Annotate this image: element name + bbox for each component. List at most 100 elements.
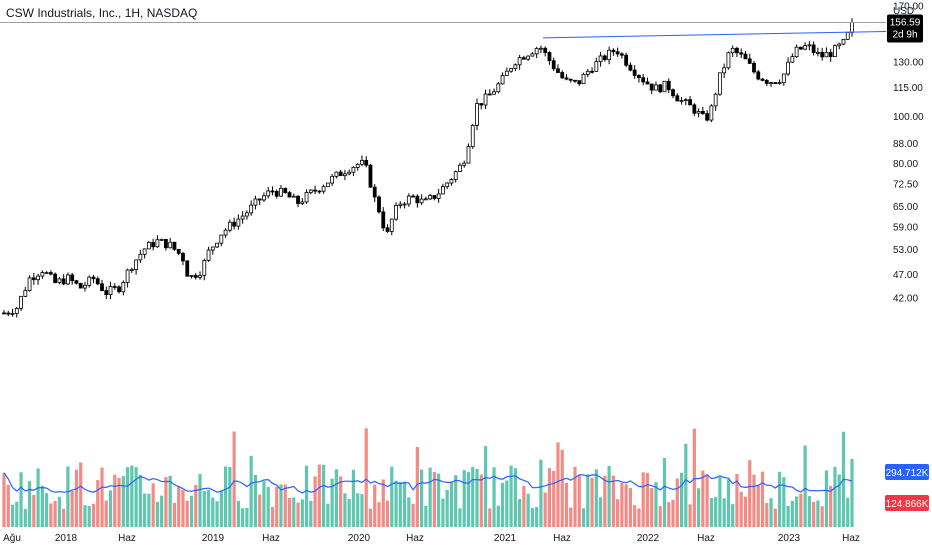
volume-bar [522,486,526,527]
volume-bar [594,469,598,527]
volume-bar [245,507,249,527]
volume-bar [420,469,424,527]
candle-body [683,99,688,102]
volume-bar [458,508,462,527]
candle-body [504,70,509,76]
volume-bar [790,500,794,527]
candle-body [487,93,492,96]
volume-bar [509,465,513,527]
candle-body [198,274,202,278]
volume-bar [598,497,603,527]
candle-body [283,187,288,193]
candle-body [257,198,262,201]
candle-body [78,282,83,289]
candle-body [645,81,650,85]
candle-body [202,260,207,276]
volume-bar [160,495,164,527]
candle-body [138,253,143,261]
volume-bar [104,500,108,527]
volume-bar [40,485,44,527]
candle-body [164,239,168,249]
candle-body [798,46,803,50]
volume-bar [155,501,160,527]
candle-body [841,38,846,45]
volume-bar [471,466,475,527]
volume-bar [202,490,206,527]
volume-bar [130,465,134,527]
volume-bar [705,475,709,527]
volume-bar [415,446,419,527]
candle-body [658,84,663,93]
candle-body [159,239,164,241]
volume-bar [143,493,147,527]
volume-bar [543,492,547,527]
candle-body [134,259,139,270]
candle-body [837,43,842,47]
volume-bar [777,471,782,527]
candle-body [786,61,790,75]
candle-body [296,195,300,204]
volume-bar [407,497,411,527]
candle-body [662,80,667,93]
volume-bar [829,485,833,527]
volume-bar [79,462,83,527]
volume-bar [394,480,398,527]
volume-bar [266,487,270,527]
candle-body [730,47,735,54]
volume-bar [662,458,667,527]
volume-bar [552,471,556,527]
candle-body [432,195,437,199]
candle-body [500,75,505,85]
candle-body [649,83,654,91]
candle-body [321,186,326,192]
candle-body [705,113,710,121]
candle-body [279,187,283,197]
candle-body [287,192,292,198]
price-tick-label: 100.00 [893,112,924,123]
candle-body [31,277,36,281]
volume-bar [795,496,799,527]
volume-bar [147,493,151,527]
candle-body [27,277,32,291]
candle-body [581,73,586,85]
candle-body [739,52,744,55]
candle-body [104,290,109,296]
volume-bar [624,484,628,527]
candle-body [236,218,241,227]
volume-bar [57,496,61,527]
volume-bar [87,505,91,527]
volume-bar [807,496,811,527]
volume-bar [96,480,100,527]
candle-body [142,248,147,255]
candle-body [777,82,782,84]
candle-body [66,274,70,285]
volume-bar [769,498,773,527]
volume-bar [326,503,330,527]
candle-body [492,91,496,95]
candle-body [735,47,739,54]
candle-body [249,204,254,214]
volume-bar [658,506,662,527]
candle-body [108,286,113,296]
candle-body [244,212,249,217]
volume-bar [62,508,66,527]
volume-bar [701,470,705,527]
volume-bar [339,476,343,527]
candle-body [253,198,258,206]
candle-body [219,234,224,244]
volume-ma-badge [885,464,929,480]
candles [2,18,854,318]
volume-bar [633,505,637,527]
candle-body [560,72,565,79]
candle-body [717,72,722,95]
candle-body [475,103,479,126]
volume-bar [27,481,32,527]
volume-bar [743,496,748,527]
candle-body [343,173,347,177]
candle-body [325,182,330,188]
candle-body [726,52,731,69]
resistance-line[interactable] [542,30,887,39]
volume-bar [360,494,364,527]
volume-bar [782,477,786,527]
